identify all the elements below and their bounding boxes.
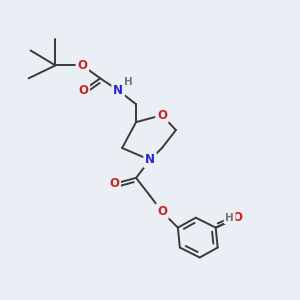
Text: N: N xyxy=(113,84,123,97)
Text: O: O xyxy=(157,109,167,122)
Text: N: N xyxy=(145,154,155,166)
Text: O: O xyxy=(78,84,88,97)
Text: H: H xyxy=(225,213,234,223)
Text: O: O xyxy=(109,177,119,190)
Text: O: O xyxy=(77,59,87,72)
Text: H: H xyxy=(124,77,133,87)
Text: O: O xyxy=(232,211,243,224)
Text: O: O xyxy=(157,205,167,218)
